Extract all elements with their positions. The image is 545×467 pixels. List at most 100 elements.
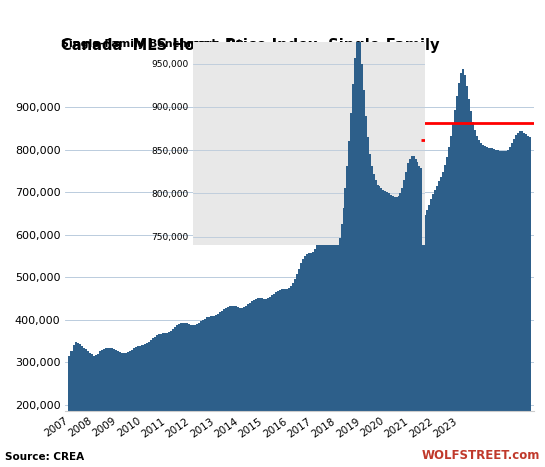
Bar — [198, 464, 200, 467]
Bar — [245, 305, 247, 467]
Bar — [525, 134, 527, 467]
Bar — [125, 353, 128, 467]
Bar — [221, 311, 223, 467]
Bar — [251, 301, 253, 467]
Bar — [234, 333, 236, 467]
Bar — [78, 344, 81, 467]
Bar — [158, 334, 160, 467]
Bar — [333, 267, 335, 467]
Bar — [202, 320, 204, 467]
Bar — [143, 344, 146, 467]
Bar — [265, 384, 267, 467]
Bar — [160, 333, 162, 467]
Bar — [358, 29, 360, 467]
Bar — [371, 166, 373, 467]
Bar — [375, 233, 377, 467]
Bar — [523, 133, 525, 467]
Bar — [109, 348, 111, 467]
Bar — [129, 351, 131, 467]
Bar — [388, 193, 390, 467]
Bar — [326, 222, 328, 467]
Bar — [499, 151, 501, 467]
Bar — [272, 370, 274, 467]
Bar — [257, 298, 259, 467]
Bar — [119, 352, 121, 467]
Bar — [281, 290, 283, 467]
Bar — [359, 245, 361, 467]
Bar — [397, 236, 399, 467]
Bar — [407, 236, 409, 467]
Bar — [494, 149, 496, 467]
Bar — [188, 324, 190, 467]
Bar — [337, 249, 338, 467]
Bar — [93, 356, 95, 467]
Bar — [394, 197, 396, 467]
Bar — [251, 378, 253, 467]
Bar — [479, 140, 480, 467]
Bar — [246, 363, 247, 467]
Bar — [306, 254, 308, 467]
Bar — [176, 325, 178, 467]
Bar — [280, 358, 282, 467]
Bar — [278, 359, 280, 467]
Bar — [362, 243, 365, 467]
Bar — [482, 145, 485, 467]
Bar — [324, 226, 326, 467]
Bar — [113, 349, 115, 467]
Bar — [468, 99, 470, 467]
Bar — [393, 236, 395, 467]
Bar — [270, 374, 272, 467]
Bar — [263, 299, 265, 467]
Bar — [373, 174, 375, 467]
Bar — [196, 324, 198, 467]
Bar — [103, 349, 105, 467]
Bar — [325, 306, 328, 467]
Bar — [391, 235, 393, 467]
Bar — [219, 396, 221, 467]
Bar — [405, 172, 407, 467]
Bar — [355, 244, 356, 467]
Bar — [513, 139, 515, 467]
Bar — [168, 333, 170, 467]
Bar — [429, 199, 432, 467]
Bar — [247, 369, 250, 467]
Bar — [69, 356, 70, 467]
Bar — [487, 147, 488, 467]
Bar — [231, 340, 232, 467]
Bar — [121, 353, 123, 467]
Bar — [420, 224, 421, 467]
Bar — [207, 318, 208, 467]
Bar — [488, 148, 490, 467]
Bar — [340, 229, 342, 467]
Bar — [381, 231, 383, 467]
Bar — [419, 166, 420, 467]
Bar — [286, 362, 287, 467]
Bar — [247, 304, 249, 467]
Bar — [428, 205, 429, 467]
Bar — [223, 379, 225, 467]
Bar — [364, 90, 365, 467]
Bar — [83, 348, 84, 467]
Bar — [501, 151, 502, 467]
Bar — [95, 355, 97, 467]
Bar — [276, 362, 278, 467]
Bar — [228, 349, 231, 467]
Bar — [289, 366, 291, 467]
Bar — [214, 404, 215, 467]
Bar — [409, 159, 411, 467]
Bar — [271, 295, 274, 467]
Bar — [227, 358, 228, 467]
Bar — [314, 358, 316, 467]
Bar — [198, 323, 201, 467]
Bar — [328, 295, 329, 467]
Text: Canada  MLS Home Price Index, Single-Family: Canada MLS Home Price Index, Single-Fami… — [60, 38, 439, 54]
Bar — [480, 143, 482, 467]
Bar — [416, 162, 419, 467]
Bar — [521, 131, 523, 467]
Bar — [105, 348, 107, 467]
Bar — [464, 75, 466, 467]
Bar — [306, 369, 308, 467]
Bar — [354, 57, 356, 467]
Bar — [316, 353, 318, 467]
Bar — [297, 369, 299, 467]
